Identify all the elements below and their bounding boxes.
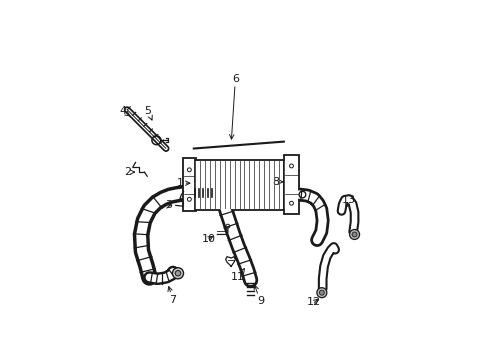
Circle shape [172, 268, 183, 279]
Text: 9: 9 [254, 285, 264, 306]
Bar [183, 158, 196, 211]
Text: 5: 5 [144, 106, 152, 120]
Circle shape [316, 288, 326, 298]
Text: 4: 4 [119, 106, 129, 116]
Text: 8: 8 [271, 177, 282, 187]
Circle shape [175, 270, 181, 276]
Text: 2: 2 [123, 167, 134, 177]
Circle shape [319, 290, 324, 295]
Circle shape [351, 232, 356, 237]
Text: 13: 13 [341, 195, 355, 208]
Text: 6: 6 [229, 74, 238, 139]
Text: 10: 10 [202, 234, 216, 244]
Circle shape [349, 229, 359, 239]
Text: 7: 7 [167, 287, 176, 305]
Text: 1: 1 [176, 178, 189, 188]
Bar [284, 156, 299, 214]
Text: 12: 12 [306, 297, 321, 307]
Text: 11: 11 [231, 269, 244, 283]
Text: 3: 3 [165, 201, 172, 210]
Bar [195, 159, 284, 210]
